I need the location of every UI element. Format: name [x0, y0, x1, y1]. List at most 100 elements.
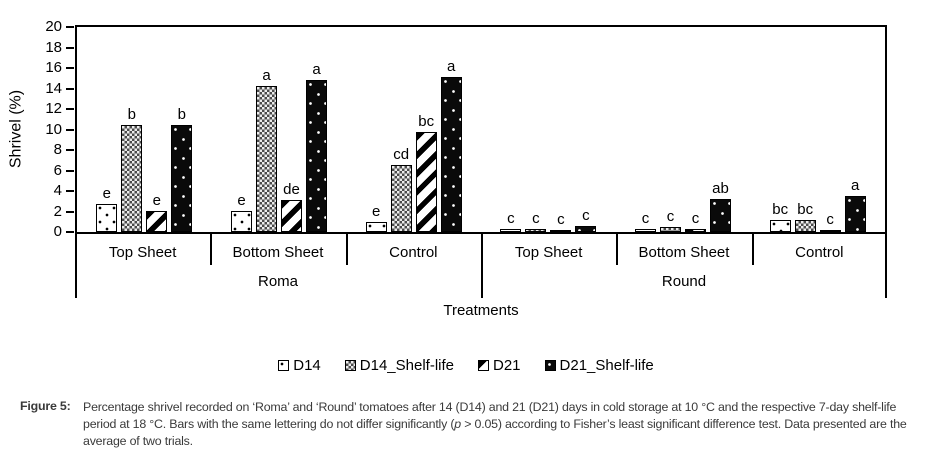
bar-unit: a	[305, 61, 327, 232]
bar-unit: cd	[390, 146, 412, 232]
bar-unit: b	[121, 107, 143, 232]
caption-italic-p: p	[454, 416, 461, 431]
caption-text: Percentage shrivel recorded on ‘Roma’ an…	[83, 399, 922, 449]
bar-unit: e	[230, 192, 252, 232]
legend-item: D14	[278, 357, 321, 374]
axis-separator	[752, 234, 754, 265]
bar-unit: a	[844, 178, 866, 232]
y-tick-mark	[66, 67, 74, 69]
bar-unit: a	[440, 58, 462, 232]
significance-letter: e	[371, 203, 381, 220]
x-axis-title: Treatments	[443, 302, 519, 319]
bar-unit: e	[96, 186, 118, 232]
significance-letter: c	[507, 210, 515, 227]
y-tick-label: 0	[53, 223, 62, 240]
significance-letter: bc	[772, 201, 789, 218]
significance-letter: de	[283, 181, 300, 198]
axis-separator	[75, 234, 77, 298]
y-tick-label: 20	[45, 18, 62, 35]
bar-unit: de	[280, 181, 302, 232]
bar-D14_Shelf-life	[121, 125, 143, 232]
treatment-label: Control	[795, 244, 844, 261]
y-tick-mark	[66, 87, 74, 90]
y-tick-label: 14	[45, 79, 62, 97]
significance-letter: c	[532, 210, 540, 227]
bar-D14	[230, 211, 252, 232]
bar-D21_Shelf-life	[844, 196, 866, 232]
bar-unit: bc	[794, 201, 816, 232]
bar-unit: ab	[709, 180, 731, 232]
significance-letter: ab	[712, 180, 729, 197]
bar-D21_Shelf-life	[305, 80, 327, 232]
y-tick-label: 16	[45, 59, 62, 76]
bar-unit: e	[146, 192, 168, 232]
bar-unit: b	[171, 106, 193, 232]
bar-group-roma-control: e cd bc a	[346, 59, 481, 232]
cultivar-label: Roma	[257, 273, 298, 290]
bar-D14_Shelf-life	[390, 165, 412, 232]
y-axis-title: Shrivel (%)	[7, 89, 25, 169]
significance-letter: e	[152, 192, 161, 209]
caption-part1: Percentage shrivel recorded on ‘Roma’ an…	[83, 400, 897, 431]
caption-part2: > 0.05) according to Fisher’s least sign…	[83, 416, 907, 448]
bar-D21_Shelf-life	[440, 77, 462, 232]
significance-letter: bc	[797, 201, 814, 218]
bar-D21_Shelf-life	[171, 125, 193, 232]
y-tick-mark	[66, 231, 74, 233]
bar-unit: c	[819, 211, 841, 232]
y-tick-label: 12	[45, 100, 62, 117]
legend-swatch-icon	[344, 359, 356, 371]
bar-group-round-control: bc bc c a	[750, 178, 885, 232]
significance-letter: c	[691, 210, 700, 227]
significance-letter: cd	[393, 146, 410, 163]
legend-item: D14_Shelf-life	[344, 357, 454, 374]
significance-letter: bc	[418, 113, 435, 130]
bar-unit: c	[525, 210, 547, 232]
y-tick-mark	[66, 149, 74, 151]
axis-separator	[346, 234, 348, 265]
significance-letter: c	[582, 207, 590, 224]
treatment-label: Control	[389, 244, 438, 261]
significance-letter: c	[641, 210, 650, 227]
bar-unit: e	[365, 203, 387, 232]
bar-D14	[365, 222, 387, 232]
y-tick-label: 4	[53, 182, 62, 199]
legend-swatch-icon	[278, 359, 290, 371]
bar-D14_Shelf-life	[255, 86, 277, 232]
y-tick-label: 18	[45, 38, 62, 56]
significance-letter: c	[826, 211, 834, 228]
bar-D21_Shelf-life	[709, 199, 731, 232]
significance-letter: c	[557, 211, 565, 228]
axis-separator	[616, 234, 618, 265]
y-tick-label: 8	[53, 141, 62, 158]
significance-letter: b	[177, 106, 186, 123]
bar-group-roma-bottom-sheet: e a de a	[212, 62, 347, 232]
significance-letter: c	[666, 208, 675, 225]
bar-D14	[634, 229, 656, 232]
treatment-label: Top Sheet	[514, 244, 583, 261]
bar-unit: bc	[769, 201, 791, 232]
y-tick-mark	[66, 46, 74, 49]
bar-unit: c	[684, 210, 706, 232]
significance-letter: e	[237, 192, 246, 209]
legend-label: D21_Shelf-life	[559, 356, 654, 374]
y-tick-mark	[66, 210, 74, 213]
axis-separator	[210, 234, 212, 265]
significance-letter: a	[312, 61, 321, 78]
bar-D14	[500, 229, 522, 232]
axis-separator	[885, 234, 887, 298]
y-tick-label: 6	[53, 161, 62, 179]
axis-separator	[481, 234, 483, 298]
bar-D21	[684, 229, 706, 232]
legend-label: D14	[293, 356, 321, 374]
legend-swatch-icon	[544, 359, 556, 371]
cultivar-label: Round	[661, 273, 707, 290]
bar-D14_Shelf-life	[794, 220, 816, 232]
bar-unit: c	[659, 208, 681, 232]
treatment-label: Bottom Sheet	[232, 244, 324, 261]
legend-swatch-icon	[478, 359, 489, 371]
bar-D14	[96, 204, 118, 232]
y-tick-mark	[66, 169, 74, 172]
significance-letter: a	[446, 58, 456, 75]
bar-unit: c	[634, 210, 656, 232]
